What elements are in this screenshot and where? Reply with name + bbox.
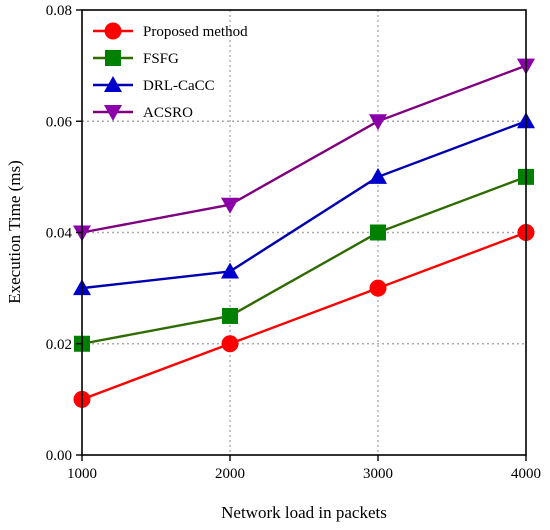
legend-label: Proposed method	[143, 24, 248, 40]
y-tick-label: 0.06	[46, 114, 73, 130]
x-tick-label: 1000	[67, 466, 97, 482]
legend-item: FSFG	[93, 50, 179, 67]
series-line	[81, 231, 527, 401]
data-point	[221, 335, 239, 353]
x-axis-title: Network load in packets	[221, 503, 387, 522]
series-line	[81, 64, 527, 234]
data-point	[221, 262, 239, 279]
grid-lines	[82, 10, 526, 455]
data-point	[222, 307, 238, 324]
legend-item: ACSRO	[93, 105, 193, 121]
y-tick-label: 0.02	[46, 337, 72, 353]
y-tick-label: 0.00	[46, 448, 72, 464]
data-point	[369, 279, 387, 297]
legend: Proposed method FSFG DRL-CaCC ACSRO	[93, 22, 248, 121]
x-tick-label: 2000	[215, 466, 245, 482]
legend-item: Proposed method	[93, 22, 248, 40]
legend-marker	[104, 105, 122, 121]
y-axis-title: Execution Time (ms)	[5, 160, 24, 304]
axis-ticks: 1000 2000 3000 4000 0.00 0.02 0.04 0.06 0.08	[46, 3, 541, 482]
legend-label: ACSRO	[143, 105, 193, 121]
data-point	[369, 114, 387, 131]
legend-item: DRL-CaCC	[93, 76, 215, 94]
data-point	[369, 167, 387, 184]
legend-marker	[105, 50, 121, 66]
series-line	[81, 175, 527, 345]
x-tick-label: 4000	[511, 466, 541, 482]
data-point	[370, 224, 386, 241]
legend-label: FSFG	[143, 51, 179, 67]
data-point	[221, 197, 239, 214]
x-tick-label: 3000	[363, 466, 393, 482]
legend-marker	[104, 22, 122, 40]
y-tick-label: 0.08	[46, 3, 72, 19]
legend-label: DRL-CaCC	[143, 78, 215, 94]
series-line	[81, 120, 527, 290]
legend-marker	[104, 76, 122, 92]
y-tick-label: 0.04	[46, 226, 73, 242]
